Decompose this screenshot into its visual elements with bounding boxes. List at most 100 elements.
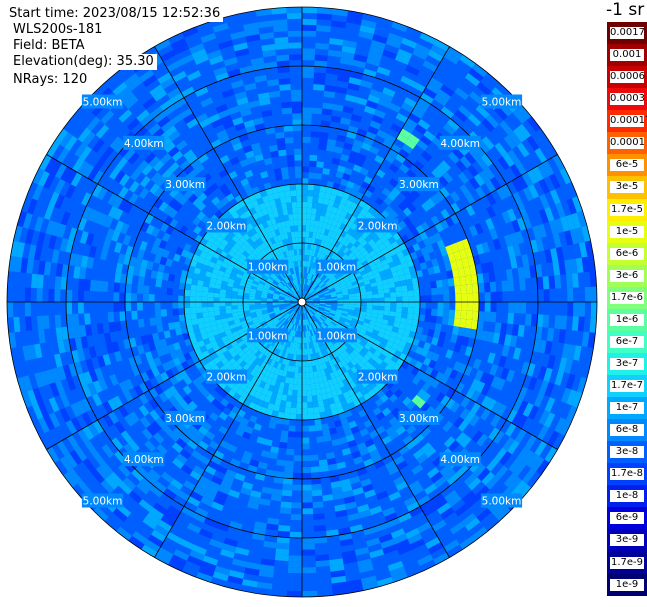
heatmap-cell xyxy=(231,298,238,302)
heatmap-cell xyxy=(322,276,329,283)
heatmap-cell xyxy=(481,350,491,363)
heatmap-cell xyxy=(431,424,443,436)
heatmap-cell xyxy=(320,476,331,484)
heatmap-cell xyxy=(55,263,64,277)
heatmap-cell xyxy=(321,374,328,382)
heatmap-cell xyxy=(396,251,405,259)
heatmap-cell xyxy=(60,314,68,328)
heatmap-cell xyxy=(436,443,449,456)
heatmap-cell xyxy=(343,297,350,300)
heatmap-cell xyxy=(203,276,211,283)
heatmap-cell xyxy=(313,184,321,192)
heatmap-cell xyxy=(544,206,555,222)
heatmap-cell xyxy=(402,158,414,170)
heatmap-cell xyxy=(147,359,157,370)
heatmap-cell xyxy=(338,436,348,445)
heatmap-cell xyxy=(154,374,165,385)
heatmap-cell xyxy=(354,436,365,446)
heatmap-cell xyxy=(225,402,235,411)
heatmap-cell xyxy=(335,208,343,216)
heatmap-cell xyxy=(123,402,134,415)
heatmap-cell xyxy=(325,73,338,81)
heatmap-cell xyxy=(172,314,180,323)
heatmap-cell xyxy=(125,310,132,321)
heatmap-cell xyxy=(319,316,325,322)
heatmap-cell xyxy=(434,371,444,382)
heatmap-cell xyxy=(252,447,263,456)
heatmap-cell xyxy=(255,587,272,596)
heatmap-cell xyxy=(314,530,327,538)
heatmap-cell xyxy=(272,373,279,381)
heatmap-cell xyxy=(391,187,401,197)
heatmap-cell xyxy=(297,390,302,397)
heatmap-cell xyxy=(304,325,307,332)
heatmap-cell xyxy=(226,264,234,271)
heatmap-cell xyxy=(325,297,332,300)
heatmap-cell xyxy=(430,315,437,324)
heatmap-cell xyxy=(321,482,332,490)
heatmap-cell xyxy=(189,259,198,268)
heatmap-cell xyxy=(460,284,467,294)
heatmap-cell xyxy=(305,336,309,344)
heatmap-cell xyxy=(225,469,237,479)
heatmap-cell xyxy=(458,230,468,241)
heatmap-cell xyxy=(478,170,491,184)
heatmap-cell xyxy=(213,263,222,271)
heatmap-cell xyxy=(470,402,481,415)
heatmap-cell xyxy=(394,281,402,288)
heatmap-cell xyxy=(395,54,410,65)
heatmap-cell xyxy=(491,202,502,216)
heatmap-cell xyxy=(316,571,331,579)
heatmap-cell xyxy=(364,211,373,220)
heatmap-cell xyxy=(302,148,311,155)
heatmap-cell xyxy=(330,291,337,295)
heatmap-cell xyxy=(157,428,169,440)
heatmap-cell xyxy=(465,275,473,285)
heatmap-cell xyxy=(477,467,491,482)
heatmap-cell xyxy=(208,282,216,289)
heatmap-cell xyxy=(303,290,306,297)
heatmap-cell xyxy=(378,164,389,174)
heatmap-cell xyxy=(204,342,213,351)
heatmap-cell xyxy=(331,206,338,214)
heatmap-cell xyxy=(347,272,355,278)
heatmap-cell xyxy=(311,316,316,322)
heatmap-cell xyxy=(306,255,310,262)
heatmap-cell xyxy=(292,472,302,479)
heatmap-cell xyxy=(410,189,421,200)
heatmap-cell xyxy=(263,349,270,357)
heatmap-cell xyxy=(406,154,418,165)
heatmap-cell xyxy=(378,254,387,262)
heatmap-cell xyxy=(240,353,248,361)
heatmap-cell xyxy=(485,398,497,412)
heatmap-cell xyxy=(487,240,496,252)
heatmap-cell xyxy=(335,289,342,293)
heatmap-cell xyxy=(206,331,214,338)
heatmap-cell xyxy=(124,494,139,509)
heatmap-cell xyxy=(225,354,234,362)
heatmap-cell xyxy=(373,134,386,145)
heatmap-cell xyxy=(74,229,84,243)
heatmap-cell xyxy=(310,341,315,349)
heatmap-cell xyxy=(328,552,343,561)
heatmap-cell xyxy=(532,364,542,379)
heatmap-cell xyxy=(223,537,238,548)
heatmap-cell xyxy=(119,282,126,293)
heatmap-cell xyxy=(36,302,43,316)
heatmap-cell xyxy=(278,441,288,449)
heatmap-cell xyxy=(443,227,453,238)
heatmap-cell xyxy=(154,219,165,230)
heatmap-cell xyxy=(355,498,368,508)
heatmap-cell xyxy=(323,216,330,224)
heatmap-cell xyxy=(86,181,98,195)
heatmap-cell xyxy=(260,295,268,299)
heatmap-cell xyxy=(257,316,265,322)
heatmap-cell xyxy=(156,497,171,510)
heatmap-cell xyxy=(248,296,256,300)
heatmap-cell xyxy=(456,240,465,251)
heatmap-cell xyxy=(543,176,556,192)
heatmap-cell xyxy=(131,319,139,329)
heatmap-cell xyxy=(520,361,530,375)
heatmap-cell xyxy=(470,201,481,214)
heatmap-cell xyxy=(305,306,311,311)
